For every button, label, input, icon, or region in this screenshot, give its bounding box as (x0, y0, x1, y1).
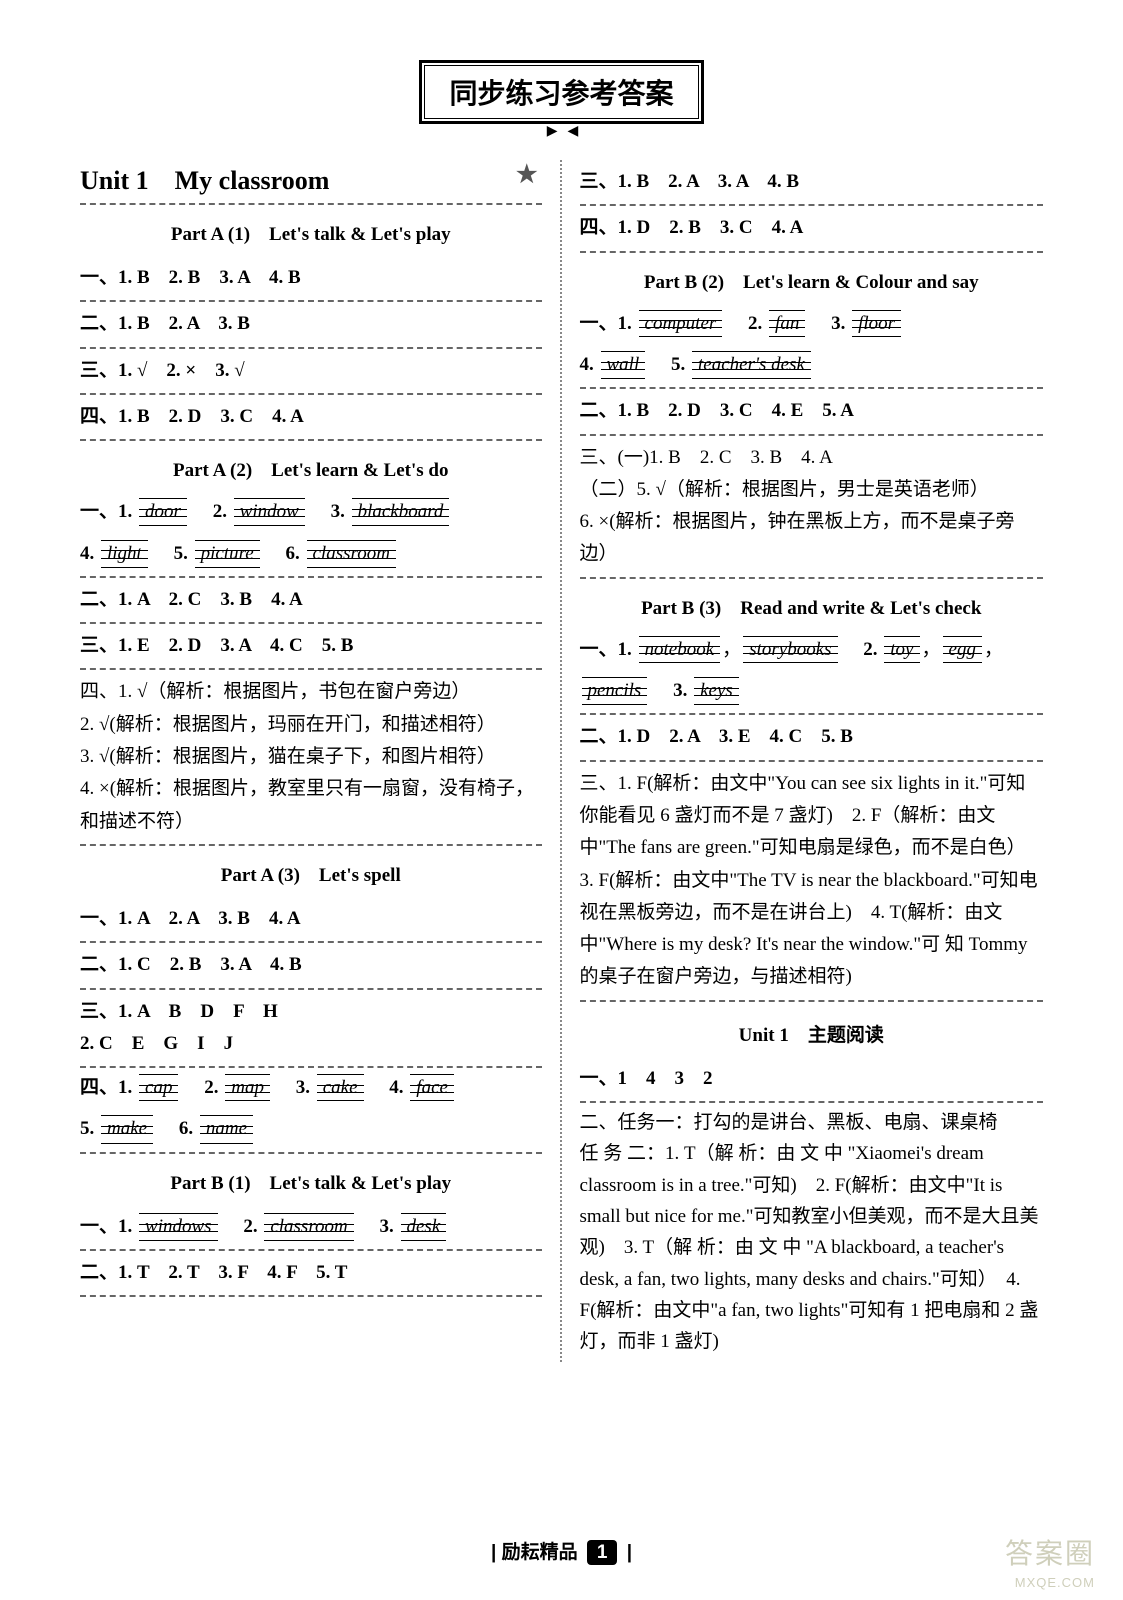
cursive-word: windows (139, 1211, 218, 1243)
reading-title: Unit 1 主题阅读 (580, 1020, 1044, 1047)
label: 2. (863, 639, 877, 660)
answer-row: 三、1. E 2. D 3. A 4. C 5. B (80, 624, 542, 670)
cursive-word: light (101, 538, 148, 570)
cursive-word: fan (769, 308, 805, 339)
answer-row: 二、1. B 2. A 3. B (80, 302, 542, 348)
star-icon: ★ (516, 160, 538, 189)
watermark: 答案圈 (1005, 1532, 1095, 1572)
page-number: 1 (587, 1540, 618, 1565)
cursive-word: cake (317, 1072, 364, 1103)
cursive-word: keys (694, 675, 739, 707)
answer-row: 三、1. B 2. A 3. A 4. B (580, 160, 1044, 206)
cursive-word: pencils (582, 675, 648, 707)
answer-row: 二、1. T 2. T 3. F 4. F 5. T (80, 1251, 542, 1297)
answer-row: 一、1. B 2. B 3. A 4. B (80, 256, 542, 302)
answer-row: 5. make 6. name (80, 1107, 542, 1153)
cursive-word: wall (601, 349, 646, 381)
page-title: 同步练习参考答案 (424, 65, 698, 119)
answer-row: pencils 3. keys (580, 669, 1044, 715)
cursive-word: name (200, 1113, 253, 1145)
label: 2. (213, 501, 227, 522)
label: 3. (331, 501, 345, 522)
label: 4. (80, 543, 94, 564)
part-b1-title: Part B (1) Let's talk & Let's play (80, 1168, 542, 1195)
cursive-word: desk (401, 1211, 447, 1243)
answer-row: 一、1. notebook，storybooks 2. toy，egg， (580, 630, 1044, 669)
cursive-word: make (101, 1113, 153, 1145)
label: 4. (389, 1077, 403, 1098)
title-frame: 同步练习参考答案 (419, 60, 703, 124)
label: 6. (179, 1118, 193, 1139)
watermark-sub: MXQE.COM (1015, 1575, 1095, 1590)
label: 3. (831, 313, 845, 334)
label: 四、1. (80, 1077, 132, 1098)
left-column: Unit 1 My classroom ★ Part A (1) Let's t… (70, 160, 562, 1362)
part-b2-title: Part B (2) Let's learn & Colour and say (580, 267, 1044, 294)
cursive-word: toy (884, 634, 919, 665)
cursive-word: cap (139, 1072, 178, 1103)
unit-title: Unit 1 My classroom ★ (80, 160, 542, 205)
answer-row: 三、1. A B D F H 2. C E G I J (80, 990, 542, 1069)
cursive-word: map (225, 1072, 270, 1103)
label: 5. (174, 543, 188, 564)
answer-row: 4. light 5. picture 6. classroom (80, 532, 542, 578)
cursive-word: classroom (264, 1211, 353, 1243)
cursive-word: face (410, 1072, 454, 1103)
answer-row: 三、1. F(解析：由文中"You can see six lights in … (580, 762, 1044, 1002)
label: 5. (80, 1118, 94, 1139)
answer-row: 二、任务一：打勾的是讲台、黑板、电扇、课桌椅 任 务 二：1. T（解 析：由 … (580, 1103, 1044, 1362)
part-b3-title: Part B (3) Read and write & Let's check (580, 593, 1044, 620)
cursive-word: egg (943, 634, 982, 665)
part-a2-title: Part A (2) Let's learn & Let's do (80, 455, 542, 482)
answer-row: 一、1. door 2. window 3. blackboard (80, 492, 542, 531)
label: 6. (286, 543, 300, 564)
answer-row: 一、1 4 3 2 (580, 1057, 1044, 1103)
label: 2. (204, 1077, 218, 1098)
columns: Unit 1 My classroom ★ Part A (1) Let's t… (70, 160, 1053, 1362)
unit-title-text: Unit 1 My classroom (80, 166, 329, 195)
cursive-word: classroom (307, 538, 396, 570)
answer-row: 二、1. A 2. C 3. B 4. A (80, 578, 542, 624)
cursive-word: floor (852, 308, 901, 339)
answer-row: 四、1. D 2. B 3. C 4. A (580, 206, 1044, 252)
answer-row: 4. wall 5. teacher's desk (580, 343, 1044, 389)
cursive-word: window (234, 496, 305, 527)
label: 4. (580, 354, 594, 375)
label: 一、1. (580, 639, 632, 660)
answer-row: 一、1. windows 2. classroom 3. desk (80, 1205, 542, 1251)
cursive-word: door (139, 496, 187, 527)
answer-row: 四、1. cap 2. map 3. cake 4. face (80, 1068, 542, 1107)
footer-brand: 励耘精品 (502, 1542, 578, 1563)
label: 3. (380, 1216, 394, 1237)
label: 3. (296, 1077, 310, 1098)
label: 2. (243, 1216, 257, 1237)
cursive-word: computer (639, 308, 723, 339)
label: 3. (673, 680, 687, 701)
answer-row: 二、1. C 2. B 3. A 4. B (80, 943, 542, 989)
cursive-word: picture (195, 538, 260, 570)
answer-row: 四、1. B 2. D 3. C 4. A (80, 395, 542, 441)
cursive-word: storybooks (743, 634, 837, 665)
part-a3-title: Part A (3) Let's spell (80, 860, 542, 887)
answer-row: 二、1. D 2. A 3. E 4. C 5. B (580, 715, 1044, 761)
answer-row: 一、1. A 2. A 3. B 4. A (80, 897, 542, 943)
footer: | 励耘精品 1 | (0, 1537, 1123, 1564)
cursive-word: blackboard (352, 496, 450, 527)
label: 一、1. (80, 1216, 132, 1237)
right-column: 三、1. B 2. A 3. A 4. B 四、1. D 2. B 3. C 4… (562, 160, 1054, 1362)
answer-row: 四、1. √（解析：根据图片，书包在窗户旁边） 2. √(解析：根据图片，玛丽在… (80, 670, 542, 845)
answer-row: 三、1. √ 2. × 3. √ (80, 349, 542, 395)
cursive-word: notebook (639, 634, 721, 665)
part-a1-title: Part A (1) Let's talk & Let's play (80, 219, 542, 246)
label: 一、1. (580, 313, 632, 334)
label: 一、1. (80, 501, 132, 522)
answer-row: 二、1. B 2. D 3. C 4. E 5. A (580, 389, 1044, 435)
label: 2. (748, 313, 762, 334)
label: 5. (671, 354, 685, 375)
cursive-word: teacher's desk (692, 349, 811, 381)
answer-row: 三、(一)1. B 2. C 3. B 4. A （二）5. √（解析：根据图片… (580, 436, 1044, 579)
answer-row: 一、1. computer 2. fan 3. floor (580, 304, 1044, 343)
page-title-box: 同步练习参考答案 ▶ ◀ (70, 60, 1053, 140)
